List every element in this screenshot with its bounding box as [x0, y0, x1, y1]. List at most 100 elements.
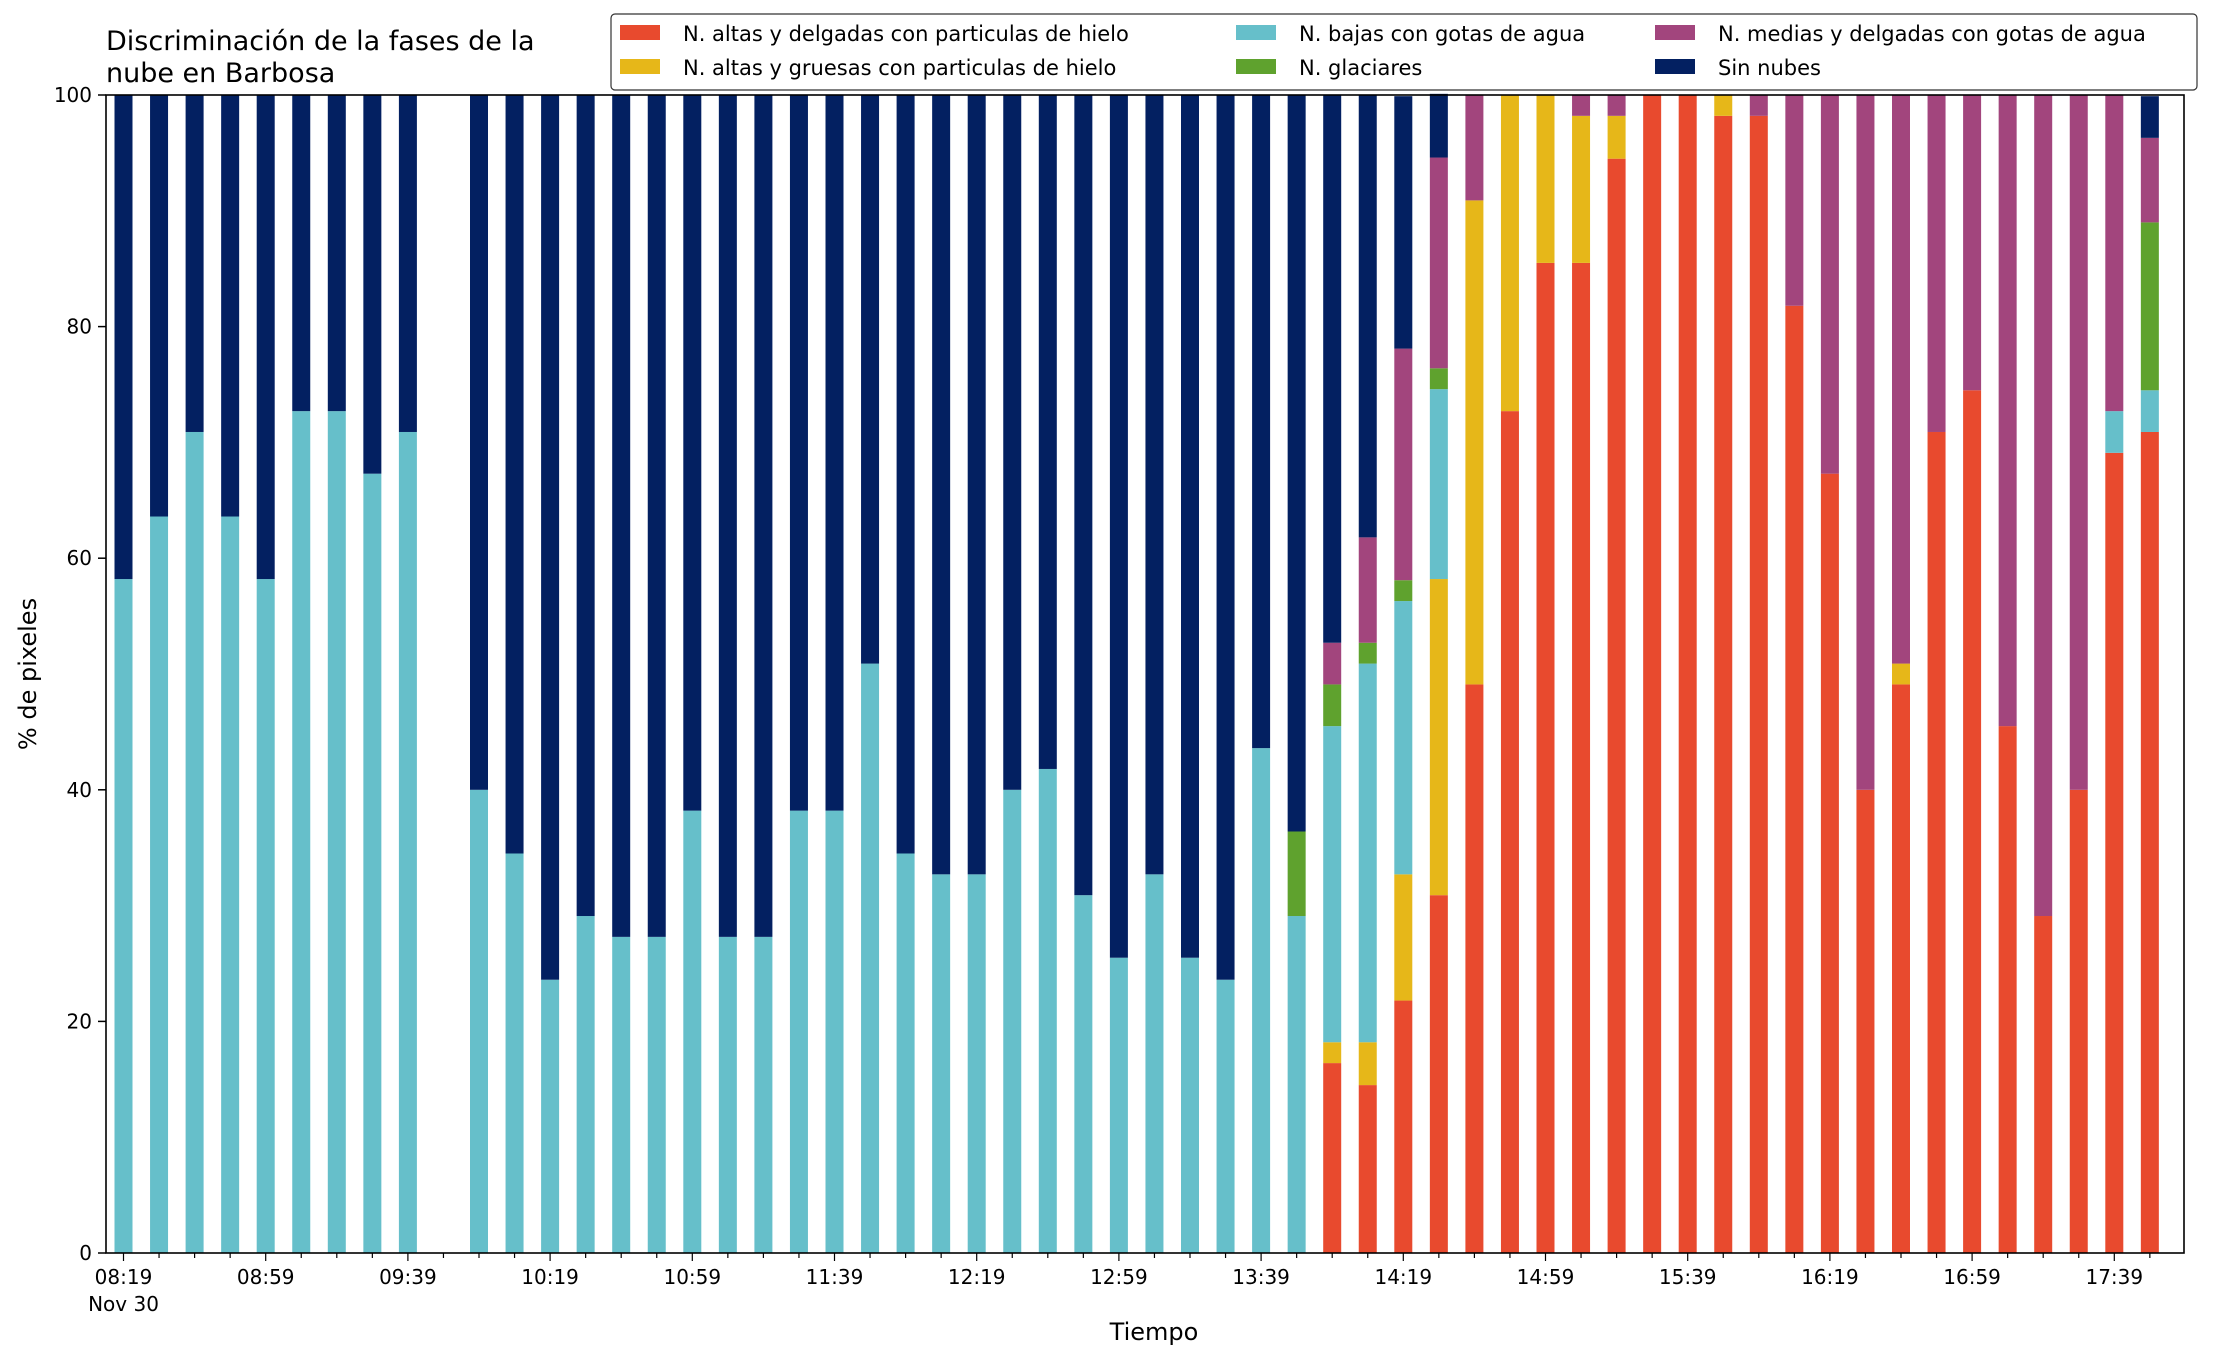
- bar-segment-3: [967, 874, 986, 1253]
- bar-segment-5: [2105, 95, 2124, 412]
- bar-segment-6: [327, 95, 346, 412]
- bar-segment-3: [647, 936, 666, 1253]
- legend-swatch: [1236, 59, 1276, 74]
- bar-segment-3: [1287, 916, 1306, 1253]
- bar-segment-3: [754, 936, 773, 1253]
- bar-segment-1: [1714, 115, 1733, 1254]
- chart-title: Discriminación de la fases de la nube en …: [106, 26, 535, 89]
- x-tick-label: 16:19: [1801, 1265, 1859, 1289]
- x-tick-label: 08:59: [237, 1265, 295, 1289]
- bar-segment-1: [1643, 95, 1662, 1253]
- bar-segment-6: [861, 95, 880, 664]
- bar-segment-3: [221, 516, 240, 1253]
- bar-segment-6: [256, 95, 275, 580]
- bar-segment-3: [1429, 389, 1448, 580]
- x-tick-label: 10:59: [663, 1265, 721, 1289]
- x-tick-label: 16:59: [1943, 1265, 2001, 1289]
- y-tick-label: 20: [67, 1009, 92, 1033]
- bar-segment-1: [1536, 262, 1555, 1253]
- bar-segment-5: [1785, 95, 1804, 306]
- x-tick-label: 14:19: [1374, 1265, 1432, 1289]
- bar-segment-3: [683, 810, 702, 1253]
- legend-swatch: [620, 59, 660, 74]
- bar-segment-3: [1181, 957, 1199, 1253]
- bar-segment-3: [1038, 768, 1057, 1253]
- bar-segment-1: [1820, 473, 1839, 1253]
- bar-segment-1: [1465, 684, 1484, 1253]
- bar-segment-1: [1429, 895, 1448, 1253]
- legend-swatch: [1236, 25, 1276, 40]
- bar-segment-6: [612, 95, 631, 937]
- bar-segment-6: [470, 95, 488, 790]
- bar-segment-5: [1749, 95, 1768, 116]
- bar-segment-6: [1074, 95, 1093, 896]
- bar-segment-3: [1216, 979, 1235, 1253]
- bar-segment-6: [541, 95, 560, 980]
- bar-segment-6: [896, 95, 915, 854]
- bar-segment-6: [2140, 96, 2159, 138]
- x-tick-sublabel: Nov 30: [88, 1292, 159, 1316]
- bar-segment-2: [1714, 95, 1733, 116]
- legend-label: N. altas y gruesas con particulas de hie…: [683, 56, 1116, 80]
- bar-segment-1: [2140, 431, 2159, 1254]
- bar-segment-2: [1323, 1042, 1342, 1064]
- bar-segment-6: [292, 95, 311, 412]
- bar-segment-1: [2105, 452, 2124, 1253]
- x-tick-label: 09:39: [379, 1265, 437, 1289]
- bar-segment-1: [1607, 158, 1626, 1254]
- bar-segment-5: [1927, 95, 1946, 432]
- bar-segment-5: [1963, 95, 1982, 391]
- bar-segment-1: [1892, 684, 1910, 1253]
- bar-segment-3: [861, 663, 880, 1253]
- bar-segment-3: [398, 431, 417, 1254]
- chart-legend: N. altas y delgadas con particulas de hi…: [610, 13, 2198, 91]
- legend-frame: [610, 13, 2198, 91]
- bar-segment-1: [1963, 390, 1982, 1253]
- bar-segment-3: [1109, 957, 1128, 1253]
- bar-segment-1: [1927, 431, 1946, 1254]
- bar-segment-6: [718, 95, 737, 937]
- bar-segment-6: [1323, 95, 1342, 643]
- bar-segment-3: [896, 853, 915, 1253]
- bar-segment-5: [1892, 95, 1910, 664]
- x-tick-label: 12:19: [948, 1265, 1006, 1289]
- bar-segment-1: [1678, 95, 1697, 1253]
- chart-title-line: Discriminación de la fases de la: [106, 26, 535, 57]
- bar-segment-6: [363, 95, 382, 474]
- y-tick-label: 0: [79, 1241, 92, 1265]
- bar-segment-6: [1145, 95, 1164, 875]
- bar-segment-5: [1465, 95, 1484, 201]
- bar-segment-3: [327, 411, 346, 1253]
- bar-segment-1: [1998, 726, 2017, 1253]
- bar-segment-1: [1500, 411, 1519, 1253]
- y-axis-label: % de pixeles: [14, 598, 42, 750]
- bar-segment-2: [1892, 663, 1910, 685]
- x-tick-label: 15:39: [1659, 1265, 1717, 1289]
- bar-segment-3: [789, 810, 808, 1253]
- legend-label: N. glaciares: [1299, 56, 1422, 80]
- bar-segment-5: [2140, 137, 2159, 223]
- bar-segment-2: [1358, 1042, 1377, 1086]
- x-tick-label: 08:19: [95, 1265, 153, 1289]
- y-tick-label: 80: [67, 315, 92, 339]
- bar-segment-5: [1358, 537, 1377, 643]
- axes-layer: 0 20 40 60 80 100 08:19 08:59 09:39 10:19 10:59 11:…: [54, 83, 2151, 1316]
- bar-segment-5: [1323, 642, 1342, 685]
- bar-segment-2: [1607, 115, 1626, 159]
- bar-segment-6: [825, 95, 844, 811]
- bar-segment-1: [2034, 916, 2053, 1253]
- bar-segment-6: [789, 95, 808, 811]
- bar-segment-3: [1074, 895, 1093, 1253]
- bar-segment-6: [1252, 95, 1271, 749]
- bar-segment-3: [718, 936, 737, 1253]
- legend-swatch: [1655, 59, 1695, 74]
- legend-label: N. bajas con gotas de agua: [1299, 22, 1585, 46]
- bar-segment-6: [1358, 95, 1377, 538]
- bar-segment-6: [505, 95, 524, 854]
- plot-frame: [105, 94, 2185, 1254]
- bar-segment-1: [1785, 305, 1804, 1253]
- bar-segment-2: [1465, 200, 1484, 685]
- bar-segment-5: [2069, 95, 2088, 790]
